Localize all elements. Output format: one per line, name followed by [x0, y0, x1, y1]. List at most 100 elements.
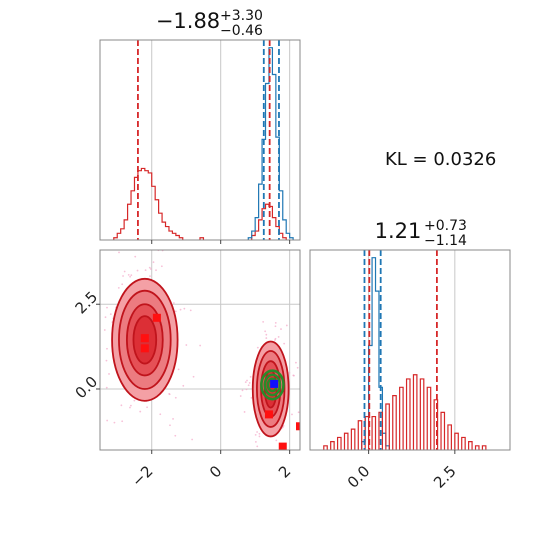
joint-contour-bottom-left: −2 0 2 0.0 2.5	[72, 243, 301, 490]
sample-point	[173, 479, 175, 481]
sample-point	[127, 273, 130, 276]
sample-point	[262, 320, 265, 323]
sample-point	[106, 347, 108, 350]
x-tick-label: 2.5	[430, 462, 460, 492]
blue-marker-0	[270, 379, 279, 388]
sample-point	[263, 454, 265, 456]
marginal-histogram-top-left: −1.88 +3.30−0.46	[99, 8, 301, 244]
sample-point	[130, 404, 132, 407]
sample-point	[274, 322, 277, 324]
x-tick-label: 0.0	[344, 462, 374, 492]
sample-point	[288, 371, 291, 374]
sample-point	[168, 393, 171, 396]
sample-point	[174, 310, 177, 313]
sample-point	[295, 361, 297, 364]
sample-point	[118, 251, 120, 254]
sample-point	[149, 268, 152, 270]
sample-point	[148, 266, 151, 269]
sample-point	[291, 413, 293, 416]
title-lower-error: −0.46	[220, 23, 263, 39]
sample-point	[256, 445, 259, 448]
sample-point	[117, 287, 120, 289]
histogram-series-0	[113, 167, 287, 240]
green-contour-1	[263, 373, 282, 397]
sample-point	[129, 406, 131, 409]
sample-point	[256, 431, 258, 433]
sample-point	[274, 337, 277, 340]
sample-point	[139, 410, 142, 413]
sample-point	[243, 411, 246, 413]
sample-point	[134, 255, 137, 258]
sample-point	[105, 359, 108, 362]
sample-point	[185, 344, 188, 346]
histogram-series-1	[323, 374, 487, 450]
sample-point	[191, 438, 194, 441]
sample-point	[274, 325, 277, 328]
sample-point	[277, 336, 280, 338]
sample-point	[121, 420, 124, 423]
sample-point	[155, 269, 157, 272]
sample-point	[123, 270, 126, 273]
sample-point	[264, 465, 266, 467]
sample-point	[247, 384, 250, 387]
sample-point	[103, 329, 106, 331]
sample-point	[174, 396, 177, 399]
sample-point	[169, 424, 171, 427]
y-tick-label: 0.0	[72, 373, 102, 403]
sample-point	[285, 324, 288, 327]
sample-point	[268, 461, 270, 463]
sample-point	[256, 346, 259, 349]
sample-point	[292, 374, 295, 377]
sample-point	[250, 396, 253, 399]
sample-point	[177, 368, 180, 371]
red-marker-2	[152, 313, 161, 322]
sample-point	[149, 275, 151, 278]
sample-point	[105, 386, 108, 389]
red-marker-1	[140, 344, 149, 353]
axes-frame	[309, 249, 511, 451]
sample-point	[258, 435, 261, 438]
sample-point	[172, 302, 175, 304]
red-marker-4	[296, 422, 300, 431]
sample-point	[130, 274, 133, 277]
sample-point	[280, 328, 282, 330]
sample-point	[108, 373, 110, 375]
sample-point	[283, 342, 286, 345]
sample-point	[239, 395, 242, 397]
sample-point	[136, 269, 139, 272]
sample-point	[129, 275, 132, 278]
x-tick-label: −2	[128, 462, 156, 490]
sample-point	[179, 308, 182, 311]
sample-point	[160, 265, 163, 268]
sample-point	[172, 418, 174, 420]
sample-point	[245, 388, 248, 391]
sample-point	[149, 246, 151, 248]
sample-point	[254, 441, 257, 443]
x-tick-label: 0	[206, 462, 225, 481]
red-marker-3	[264, 410, 273, 419]
panel-title: 1.21	[375, 219, 422, 243]
sample-point	[121, 283, 124, 286]
sample-point	[249, 375, 252, 378]
sample-point	[297, 411, 300, 414]
sample-point	[246, 379, 248, 382]
sample-point	[182, 384, 185, 387]
sample-point	[199, 344, 202, 347]
title-upper-error: +3.30	[220, 8, 263, 24]
sample-point	[152, 261, 155, 264]
sample-point	[145, 243, 147, 245]
axes-frame	[99, 249, 301, 451]
sample-point	[174, 434, 177, 437]
red-marker-0	[140, 334, 149, 343]
sample-point	[265, 337, 268, 339]
sample-point	[275, 439, 278, 442]
sample-point	[296, 366, 299, 369]
histogram-series-1	[247, 47, 294, 240]
sample-point	[265, 456, 267, 458]
sample-point	[271, 455, 273, 457]
panel-title: −1.88	[156, 9, 220, 33]
title-lower-error: −1.14	[424, 233, 467, 249]
sample-point	[192, 375, 195, 378]
green-contour-0	[260, 369, 285, 401]
marginal-histogram-bottom-right: 0.0 2.5 1.21 +0.73−1.14	[309, 218, 511, 492]
